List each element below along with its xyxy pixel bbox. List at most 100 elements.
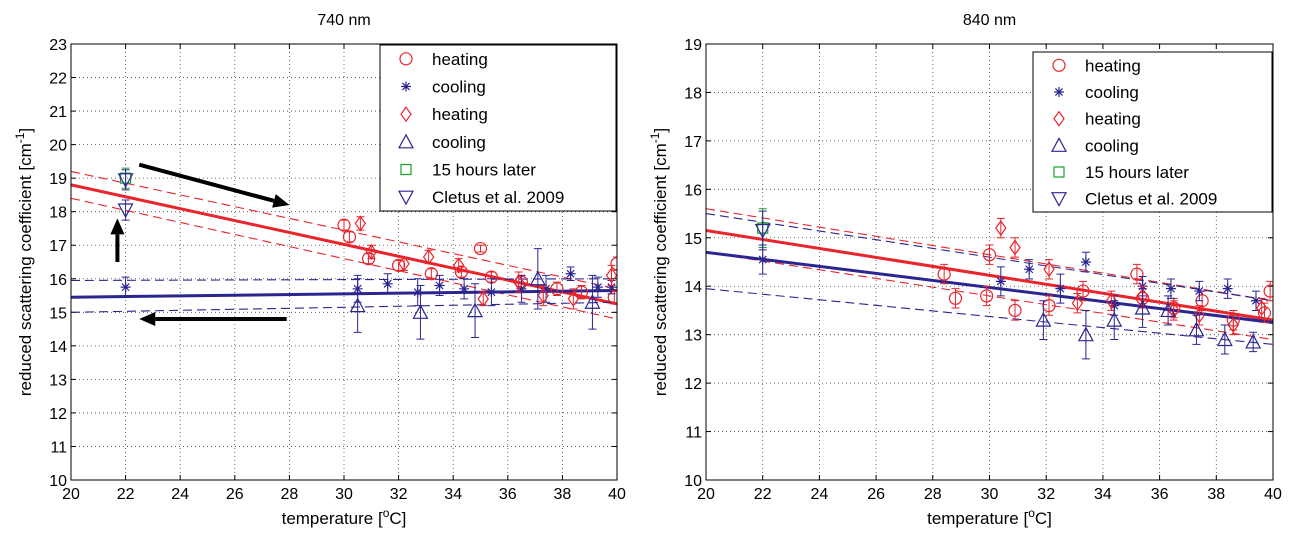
data-point-diamond-marker <box>1009 239 1021 256</box>
data-layer <box>71 167 617 340</box>
legend-label: cooling <box>1085 136 1139 155</box>
data-point-diamond-marker <box>1105 292 1118 309</box>
legend-label: Cletus et al. 2009 <box>1085 190 1217 209</box>
y-axis-label: reduced scattering coefficient [cm-1] <box>648 128 670 396</box>
axes-frame <box>705 43 1274 481</box>
data-point-star-marker <box>1055 283 1066 294</box>
data-point-triangle-up-marker <box>1077 326 1094 342</box>
series-star <box>120 266 617 307</box>
data-point-diamond-marker <box>398 255 410 272</box>
data-point-circle-marker <box>1130 267 1144 281</box>
legend: heating cooling heating cooling 15 hours lat… <box>1032 51 1273 213</box>
annotation-arrow-head <box>139 312 156 327</box>
x-tick-label: 38 <box>554 486 572 503</box>
data-point-circle-marker <box>948 291 963 305</box>
x-tick-label: 36 <box>1151 486 1169 503</box>
legend-label: heating <box>432 50 488 69</box>
error-bar <box>353 278 362 333</box>
legend: heating cooling heating cooling 15 hours lat… <box>379 44 617 212</box>
y-tick-label: 17 <box>49 238 67 255</box>
error-bar <box>1110 300 1119 341</box>
data-point-diamond-marker <box>537 287 550 304</box>
legend-label: heating <box>1085 110 1141 129</box>
y-tick-label: 17 <box>684 134 702 151</box>
data-point-diamond-marker <box>512 274 525 291</box>
y-tick-label: 10 <box>684 473 702 490</box>
data-layer <box>706 208 1273 360</box>
y-axis-label-superscript: -1 <box>648 132 662 143</box>
x-tick-label: 32 <box>1037 486 1055 503</box>
legend-item: 15 hours later <box>400 161 536 180</box>
legend-item: Cletus et al. 2009 <box>1050 190 1217 209</box>
legend-item: cooling <box>1054 83 1139 102</box>
series-triangle-up <box>349 248 601 340</box>
legend-item: heating <box>1052 56 1141 75</box>
x-tick-label: 26 <box>867 486 885 503</box>
data-point-triangle-up-marker <box>1188 321 1205 337</box>
data-point-triangle-up-marker <box>1106 311 1123 327</box>
data-point-circle-marker <box>473 241 488 256</box>
legend-diamond-marker <box>1053 110 1065 127</box>
legend-box <box>1032 51 1273 213</box>
y-tick-label: 16 <box>49 272 67 289</box>
series-triangle-down <box>754 210 771 251</box>
x-tick-label: 30 <box>335 486 353 503</box>
data-point-triangle-up-marker <box>584 293 601 309</box>
legend-item: heating <box>399 50 488 69</box>
legend-item: heating <box>1053 110 1141 129</box>
legend-circle-marker <box>1052 58 1066 72</box>
data-point-diamond-marker <box>1071 295 1084 312</box>
data-point-diamond-marker <box>567 290 580 307</box>
fit-line <box>71 183 617 306</box>
x-tick-label: 28 <box>924 486 942 503</box>
data-point-circle-marker <box>342 230 357 244</box>
error-bar <box>1164 295 1173 326</box>
error-bar <box>552 281 561 297</box>
data-point-star-marker <box>120 282 131 293</box>
y-tick-label: 15 <box>684 231 702 248</box>
data-point-triangle-down-marker <box>754 223 771 239</box>
x-tick-label: 34 <box>444 486 462 503</box>
data-point-star-marker <box>486 287 497 298</box>
data-point-star-marker <box>516 283 527 294</box>
data-point-circle-marker <box>392 258 406 272</box>
y-tick-label: 23 <box>49 37 67 54</box>
data-point-triangle-up-marker <box>1216 331 1233 347</box>
data-point-triangle-down-marker <box>117 203 134 219</box>
fit-line <box>71 289 617 299</box>
legend-circle-marker <box>399 52 413 66</box>
data-point-triangle-up-marker <box>1035 311 1052 327</box>
legend-label: 15 hours later <box>1085 163 1189 182</box>
error-bar <box>1192 314 1201 345</box>
data-point-circle-marker <box>1257 306 1272 320</box>
data-point-circle-marker <box>574 285 589 299</box>
data-point-star-marker <box>1194 286 1205 297</box>
data-point-star-marker <box>1250 295 1261 306</box>
data-point-diamond-marker <box>605 267 617 284</box>
x-tick-label: 40 <box>1264 486 1282 503</box>
data-point-star-marker <box>434 280 445 291</box>
y-tick-label: 16 <box>684 182 702 199</box>
legend-item: cooling <box>401 78 486 97</box>
legend-item: cooling <box>1050 136 1139 155</box>
annotation-arrow-head <box>110 218 125 235</box>
x-axis-label-unit: C] <box>389 509 406 528</box>
data-point-star-marker <box>995 276 1006 287</box>
chart-title: 840 nm <box>963 12 1016 29</box>
legend-label: 15 hours later <box>432 161 536 180</box>
data-point-star-marker <box>459 283 470 294</box>
error-bar <box>588 274 597 330</box>
y-tick-label: 19 <box>49 171 67 188</box>
x-tick-label: 38 <box>1207 486 1225 503</box>
y-tick-label: 14 <box>49 339 67 356</box>
data-point-triangle-up-marker <box>1160 302 1177 318</box>
legend-square-marker <box>1053 166 1065 178</box>
confidence-bound-line <box>706 288 1273 345</box>
legend-triangle-up-marker <box>1050 137 1068 152</box>
y-tick-label: 18 <box>49 205 67 222</box>
legend-label: cooling <box>1085 83 1139 102</box>
confidence-bound-line <box>706 251 1273 341</box>
x-tick-label: 36 <box>499 486 517 503</box>
legend-item: cooling <box>397 133 486 152</box>
data-point-diamond-marker <box>452 257 465 274</box>
